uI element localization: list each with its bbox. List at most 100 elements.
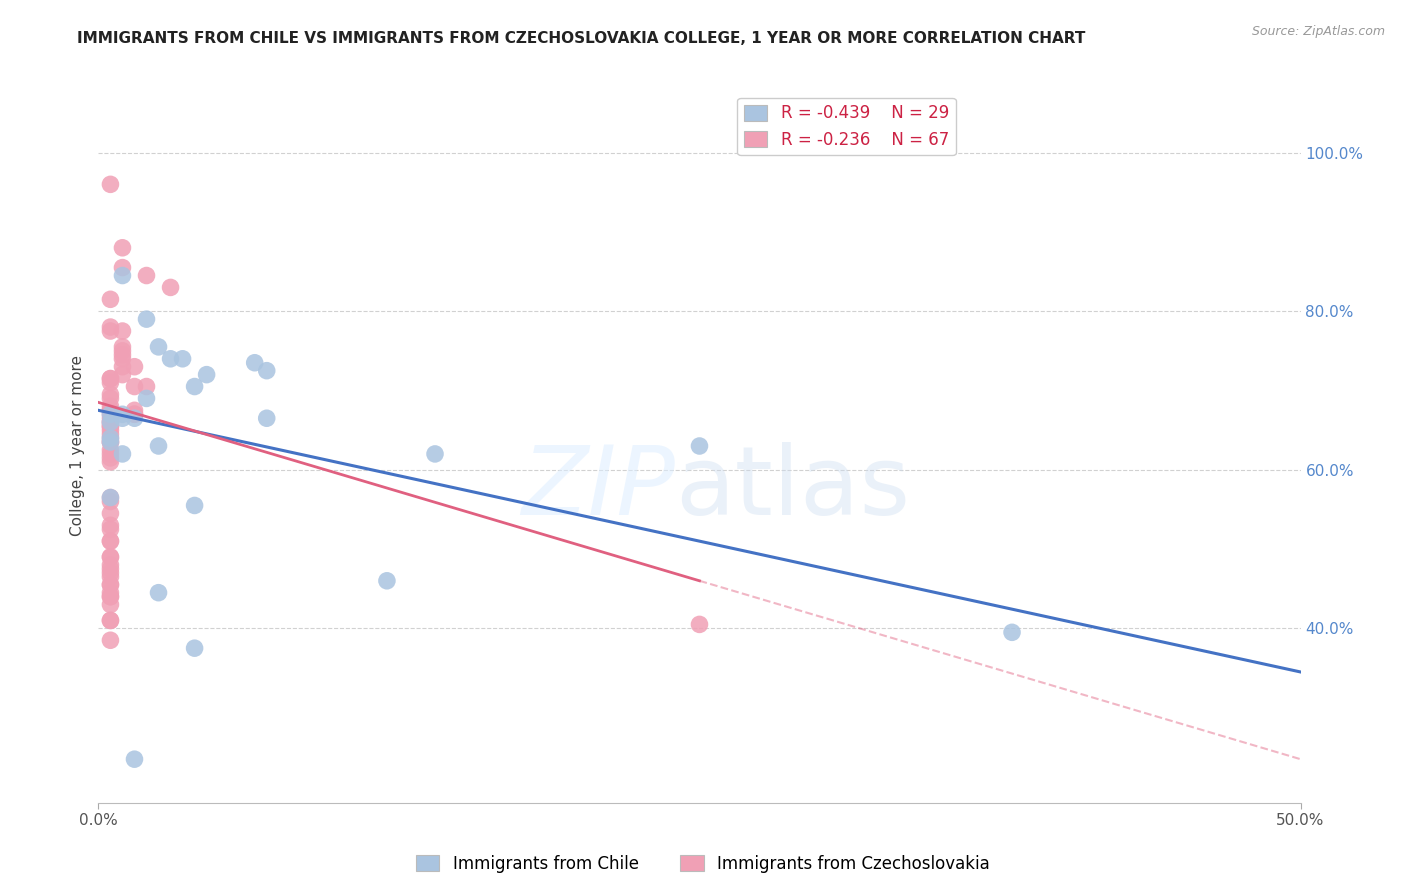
- Point: [124, 407, 146, 421]
- Point: [100, 558, 122, 572]
- Text: atlas: atlas: [675, 442, 911, 535]
- Point: [100, 403, 122, 417]
- Point: [111, 351, 134, 366]
- Point: [135, 392, 157, 406]
- Point: [111, 368, 134, 382]
- Point: [111, 407, 134, 421]
- Point: [100, 407, 122, 421]
- Point: [135, 268, 157, 283]
- Point: [100, 450, 122, 465]
- Point: [172, 351, 194, 366]
- Point: [135, 312, 157, 326]
- Point: [100, 376, 122, 390]
- Point: [100, 534, 122, 549]
- Legend: Immigrants from Chile, Immigrants from Czechoslovakia: Immigrants from Chile, Immigrants from C…: [409, 848, 997, 880]
- Point: [100, 491, 122, 505]
- Point: [148, 439, 170, 453]
- Point: [689, 617, 711, 632]
- Point: [100, 522, 122, 536]
- Point: [100, 570, 122, 584]
- Point: [111, 268, 134, 283]
- Point: [100, 435, 122, 450]
- Point: [195, 368, 218, 382]
- Point: [183, 379, 205, 393]
- Point: [100, 435, 122, 450]
- Legend: R = -0.439    N = 29, R = -0.236    N = 67: R = -0.439 N = 29, R = -0.236 N = 67: [737, 97, 956, 155]
- Point: [100, 614, 122, 628]
- Point: [183, 641, 205, 656]
- Point: [256, 364, 278, 378]
- Point: [100, 415, 122, 429]
- Point: [100, 387, 122, 401]
- Point: [124, 379, 146, 393]
- Point: [111, 447, 134, 461]
- Point: [423, 447, 446, 461]
- Point: [124, 752, 146, 766]
- Point: [148, 340, 170, 354]
- Point: [100, 442, 122, 457]
- Point: [100, 566, 122, 580]
- Point: [100, 598, 122, 612]
- Point: [100, 324, 122, 338]
- Point: [100, 534, 122, 549]
- Point: [100, 415, 122, 429]
- Point: [111, 343, 134, 358]
- Point: [111, 260, 134, 275]
- Point: [183, 499, 205, 513]
- Point: [100, 549, 122, 564]
- Point: [100, 578, 122, 592]
- Point: [111, 411, 134, 425]
- Point: [100, 633, 122, 648]
- Point: [100, 455, 122, 469]
- Point: [100, 415, 122, 429]
- Point: [100, 431, 122, 445]
- Point: [124, 359, 146, 374]
- Point: [100, 435, 122, 450]
- Point: [100, 419, 122, 434]
- Point: [100, 585, 122, 599]
- Point: [124, 407, 146, 421]
- Point: [100, 411, 122, 425]
- Text: Source: ZipAtlas.com: Source: ZipAtlas.com: [1251, 25, 1385, 38]
- Point: [100, 371, 122, 385]
- Point: [111, 340, 134, 354]
- Point: [100, 614, 122, 628]
- Point: [100, 578, 122, 592]
- Point: [100, 590, 122, 604]
- Text: ZIP: ZIP: [522, 442, 675, 535]
- Y-axis label: College, 1 year or more: College, 1 year or more: [70, 356, 86, 536]
- Point: [111, 324, 134, 338]
- Point: [256, 411, 278, 425]
- Point: [100, 507, 122, 521]
- Point: [100, 320, 122, 334]
- Point: [135, 379, 157, 393]
- Point: [100, 403, 122, 417]
- Point: [100, 590, 122, 604]
- Point: [111, 348, 134, 362]
- Point: [100, 431, 122, 445]
- Point: [100, 293, 122, 307]
- Point: [124, 411, 146, 425]
- Point: [375, 574, 398, 588]
- Point: [100, 447, 122, 461]
- Point: [100, 178, 122, 192]
- Point: [100, 518, 122, 533]
- Point: [100, 562, 122, 576]
- Point: [100, 491, 122, 505]
- Point: [100, 549, 122, 564]
- Point: [100, 423, 122, 437]
- Point: [100, 400, 122, 414]
- Point: [159, 351, 181, 366]
- Point: [111, 241, 134, 255]
- Point: [124, 403, 146, 417]
- Point: [689, 439, 711, 453]
- Point: [100, 419, 122, 434]
- Point: [100, 407, 122, 421]
- Point: [243, 356, 266, 370]
- Point: [100, 427, 122, 442]
- Point: [159, 280, 181, 294]
- Point: [100, 392, 122, 406]
- Point: [100, 371, 122, 385]
- Point: [100, 494, 122, 508]
- Text: IMMIGRANTS FROM CHILE VS IMMIGRANTS FROM CZECHOSLOVAKIA COLLEGE, 1 YEAR OR MORE : IMMIGRANTS FROM CHILE VS IMMIGRANTS FROM…: [77, 31, 1085, 46]
